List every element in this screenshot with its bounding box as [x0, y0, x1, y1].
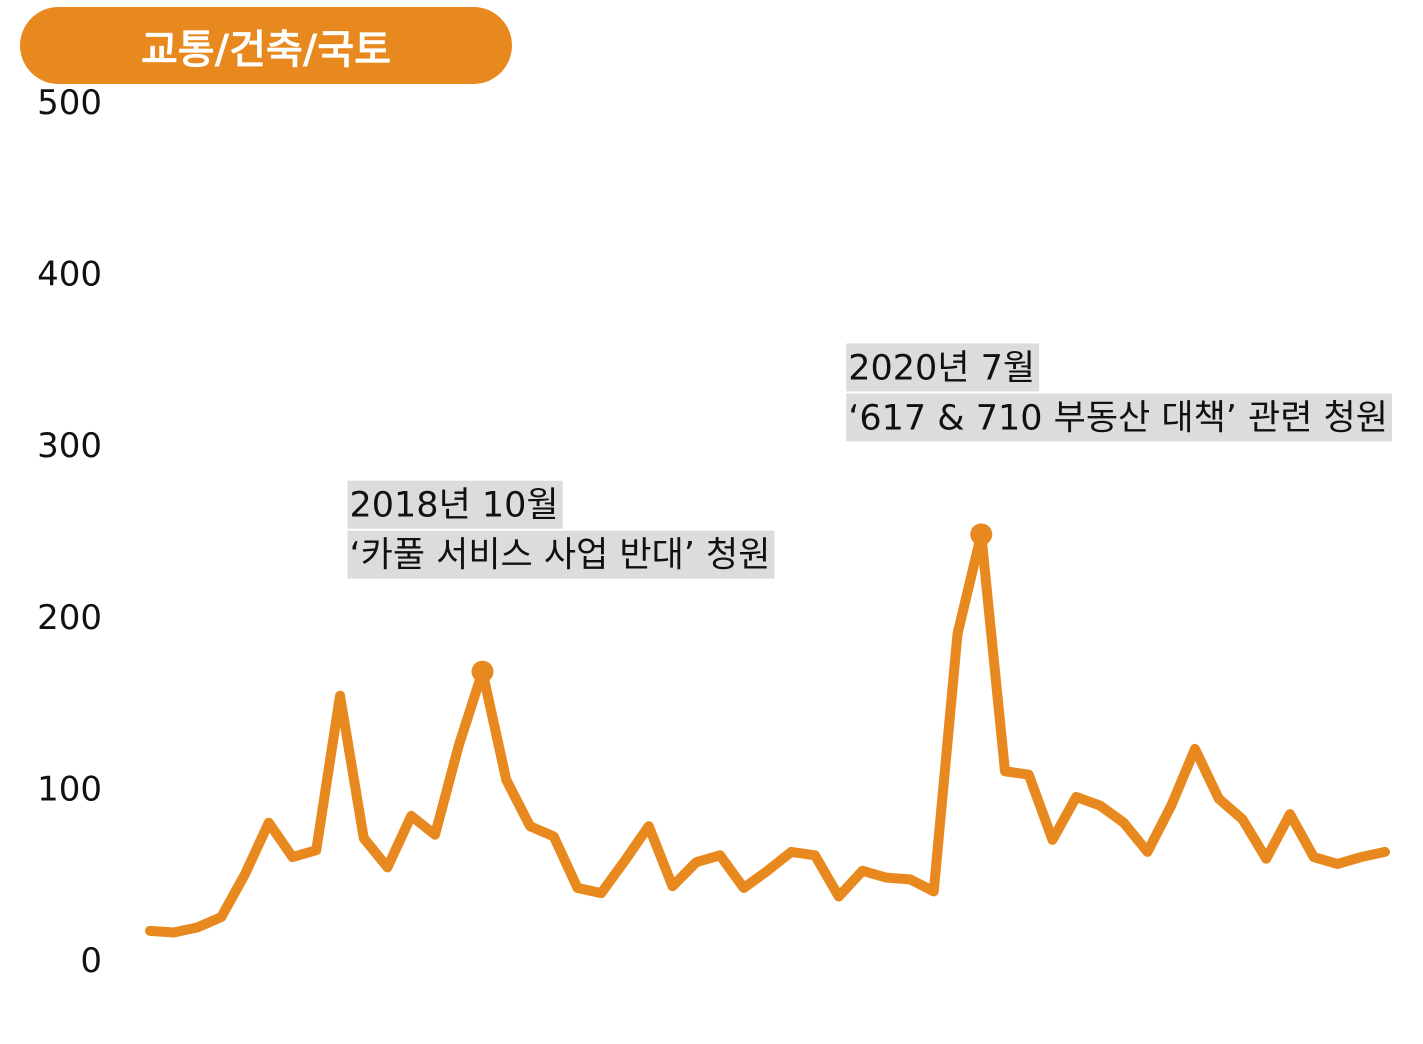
- annotation-marker: [471, 660, 494, 683]
- annotation-label-bg: [846, 393, 1392, 442]
- y-tick-label: 200: [37, 598, 102, 638]
- annotation-label-bg: [846, 343, 1040, 392]
- y-tick-label: 100: [37, 769, 102, 809]
- annotations: 2018년 10월 ‘카풀 서비스 사업 반대’ 청원 2020년 7월 ‘617 &…: [347, 343, 1392, 683]
- y-tick-label: 300: [37, 426, 102, 466]
- y-tick-label: 0: [80, 941, 102, 981]
- annotation-label: ‘카풀 서비스 사업 반대’ 청원: [350, 536, 771, 576]
- y-tick-label: 500: [37, 83, 102, 123]
- annotation-label-bg: [347, 480, 563, 529]
- annotation-label: ‘617 & 710 부동산 대책’ 관련 청원: [848, 398, 1388, 438]
- annotation-label-bg: [347, 530, 775, 579]
- annotation-marker: [970, 523, 993, 546]
- annotation-label: 2020년 7월: [848, 348, 1035, 388]
- y-axis-ticks: 0 100 200 300 400 500: [37, 83, 102, 981]
- y-tick-label: 400: [37, 255, 102, 295]
- chart-title: 교통/건축/국토: [140, 26, 392, 73]
- series-line: [145, 529, 1390, 938]
- chart-title-badge: 교통/건축/국토: [20, 7, 512, 84]
- annotation-label: 2018년 10월: [350, 486, 559, 526]
